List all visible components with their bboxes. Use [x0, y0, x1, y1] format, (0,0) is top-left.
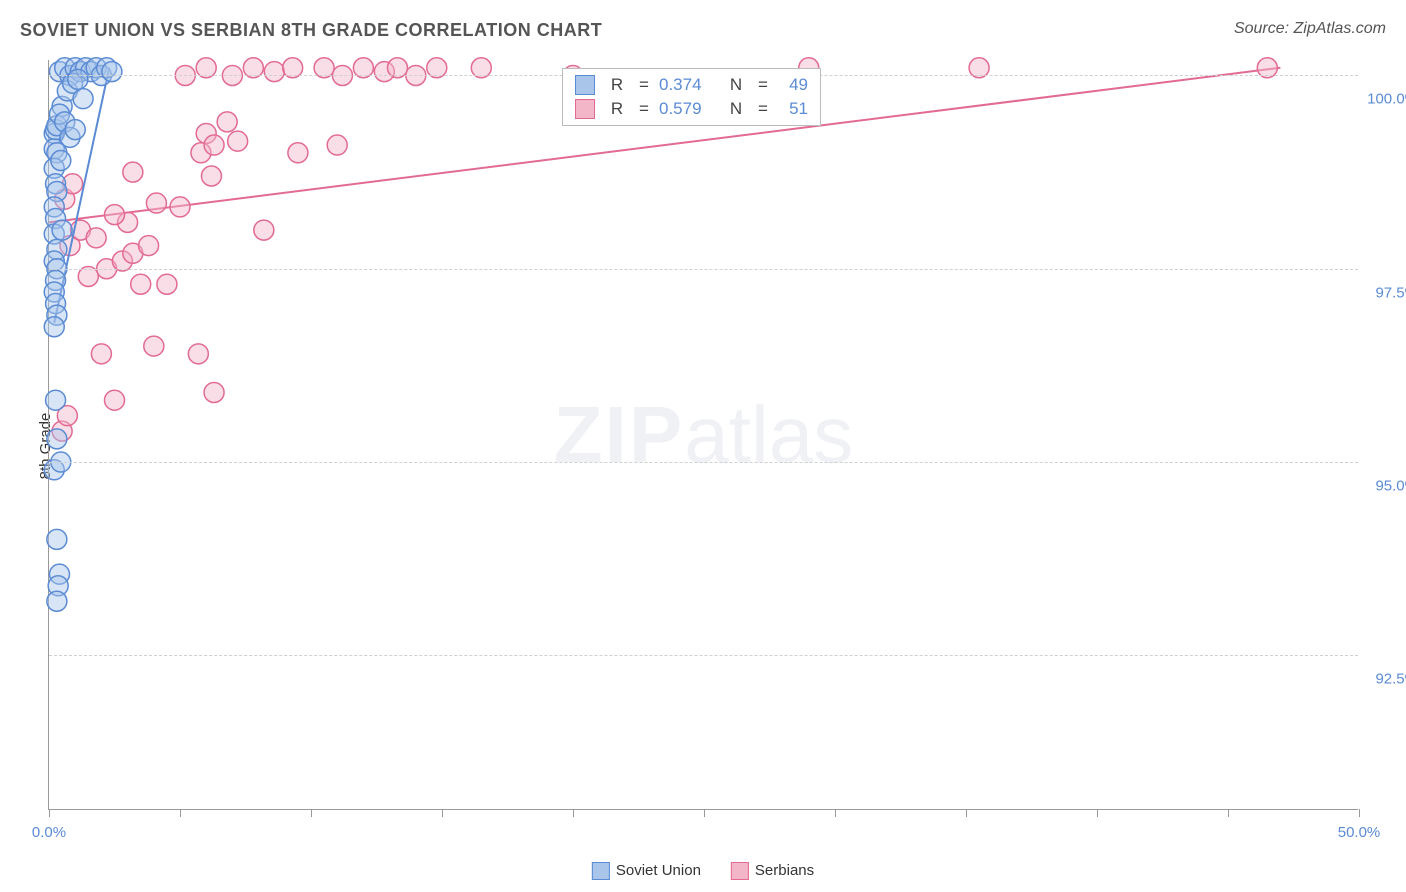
- data-point: [288, 143, 308, 163]
- stats-row: R = 0.579 N = 51: [563, 97, 820, 121]
- stats-label-n: N: [722, 75, 750, 95]
- data-point: [51, 151, 71, 171]
- stats-n-value: 49: [778, 75, 808, 95]
- xtick-label: 50.0%: [1338, 824, 1381, 841]
- legend-swatch: [575, 99, 595, 119]
- data-point: [201, 166, 221, 186]
- stats-r-value: 0.374: [659, 75, 714, 95]
- xtick: [704, 809, 705, 817]
- grid-line: [49, 269, 1358, 270]
- stats-row: R = 0.374 N = 49: [563, 73, 820, 97]
- stats-r-value: 0.579: [659, 99, 714, 119]
- data-point: [204, 382, 224, 402]
- plot-area: ZIPatlas 92.5%95.0%97.5%100.0%0.0%50.0%: [48, 60, 1358, 810]
- xtick: [311, 809, 312, 817]
- data-point: [131, 274, 151, 294]
- chart-header: SOVIET UNION VS SERBIAN 8TH GRADE CORREL…: [20, 20, 1386, 50]
- ytick-label: 92.5%: [1363, 671, 1406, 688]
- data-point: [146, 193, 166, 213]
- stats-box: R = 0.374 N = 49 R = 0.579 N = 51: [562, 68, 821, 126]
- ytick-label: 100.0%: [1363, 91, 1406, 108]
- xtick: [835, 809, 836, 817]
- equals-sign: =: [639, 75, 651, 95]
- equals-sign: =: [758, 75, 770, 95]
- chart-title: SOVIET UNION VS SERBIAN 8TH GRADE CORREL…: [20, 20, 602, 40]
- data-point: [47, 529, 67, 549]
- legend-item: Serbians: [731, 862, 814, 880]
- xtick: [573, 809, 574, 817]
- data-point: [68, 69, 88, 89]
- data-point: [188, 344, 208, 364]
- data-point: [327, 135, 347, 155]
- data-point: [170, 197, 190, 217]
- data-point: [44, 317, 64, 337]
- grid-line: [49, 462, 1358, 463]
- data-point: [73, 89, 93, 109]
- legend-bottom: Soviet Union Serbians: [592, 862, 814, 880]
- data-point: [52, 220, 72, 240]
- data-point: [217, 112, 237, 132]
- xtick-label: 0.0%: [32, 824, 66, 841]
- xtick: [966, 809, 967, 817]
- xtick: [1228, 809, 1229, 817]
- legend-label: Soviet Union: [616, 862, 701, 879]
- data-point: [254, 220, 274, 240]
- data-point: [105, 205, 125, 225]
- data-point: [157, 274, 177, 294]
- legend-swatch: [592, 862, 610, 880]
- equals-sign: =: [639, 99, 651, 119]
- ytick-label: 95.0%: [1363, 478, 1406, 495]
- data-point: [86, 228, 106, 248]
- data-point: [144, 336, 164, 356]
- xtick: [442, 809, 443, 817]
- data-point: [47, 591, 67, 611]
- xtick: [49, 809, 50, 817]
- data-point: [139, 236, 159, 256]
- chart-svg: [49, 60, 1358, 809]
- chart-source: Source: ZipAtlas.com: [1234, 20, 1386, 38]
- stats-label-r: R: [603, 75, 631, 95]
- data-point: [47, 429, 67, 449]
- data-point: [264, 62, 284, 82]
- legend-label: Serbians: [755, 862, 814, 879]
- stats-label-n: N: [722, 99, 750, 119]
- data-point: [228, 131, 248, 151]
- xtick: [1097, 809, 1098, 817]
- data-point: [102, 62, 122, 82]
- data-point: [65, 120, 85, 140]
- grid-line: [49, 655, 1358, 656]
- xtick: [180, 809, 181, 817]
- data-point: [46, 390, 66, 410]
- data-point: [91, 344, 111, 364]
- data-point: [123, 162, 143, 182]
- legend-item: Soviet Union: [592, 862, 701, 880]
- legend-swatch: [731, 862, 749, 880]
- data-point: [204, 135, 224, 155]
- stats-label-r: R: [603, 99, 631, 119]
- data-point: [105, 390, 125, 410]
- xtick: [1359, 809, 1360, 817]
- equals-sign: =: [758, 99, 770, 119]
- legend-swatch: [575, 75, 595, 95]
- ytick-label: 97.5%: [1363, 284, 1406, 301]
- stats-n-value: 51: [778, 99, 808, 119]
